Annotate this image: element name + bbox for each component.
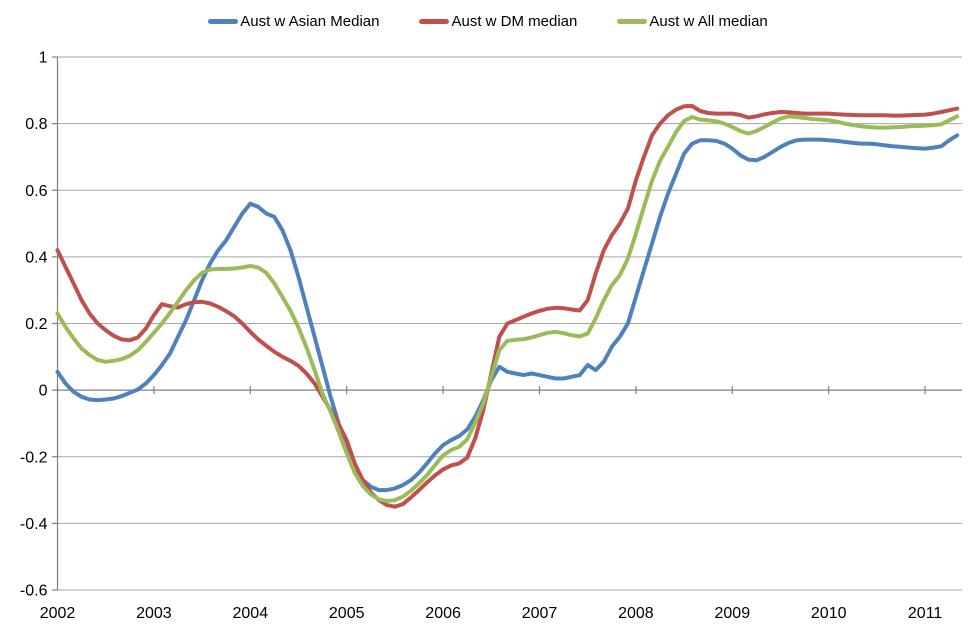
legend-item-asian: Aust w Asian Median — [208, 13, 379, 30]
svg-text:2004: 2004 — [233, 605, 269, 622]
legend-label-all: Aust w All median — [649, 13, 768, 30]
svg-text:2006: 2006 — [425, 605, 461, 622]
svg-text:2002: 2002 — [40, 605, 76, 622]
svg-text:2009: 2009 — [715, 605, 751, 622]
svg-text:2011: 2011 — [908, 605, 943, 622]
legend-swatch-dm-icon — [419, 19, 450, 24]
chart-legend: Aust w Asian Median Aust w DM median Aus… — [0, 13, 976, 30]
legend-label-asian: Aust w Asian Median — [240, 13, 380, 30]
svg-text:0.8: 0.8 — [25, 116, 47, 133]
svg-text:0.6: 0.6 — [25, 183, 47, 200]
legend-swatch-asian-icon — [208, 19, 239, 24]
svg-text:2010: 2010 — [811, 605, 847, 622]
legend-label-dm: Aust w DM median — [451, 13, 578, 30]
svg-text:2003: 2003 — [136, 605, 172, 622]
svg-text:2005: 2005 — [329, 605, 365, 622]
svg-text:-0.4: -0.4 — [20, 516, 48, 533]
svg-text:0.4: 0.4 — [25, 249, 47, 266]
svg-text:-0.2: -0.2 — [20, 449, 48, 466]
svg-text:1: 1 — [39, 50, 48, 67]
svg-text:0: 0 — [39, 383, 48, 400]
svg-text:0.2: 0.2 — [25, 316, 47, 333]
svg-text:2007: 2007 — [522, 605, 558, 622]
legend-item-all: Aust w All median — [617, 13, 768, 30]
legend-swatch-all-icon — [617, 19, 648, 24]
svg-text:2008: 2008 — [618, 605, 654, 622]
legend-item-dm: Aust w DM median — [419, 13, 577, 30]
svg-text:-0.6: -0.6 — [20, 583, 48, 600]
